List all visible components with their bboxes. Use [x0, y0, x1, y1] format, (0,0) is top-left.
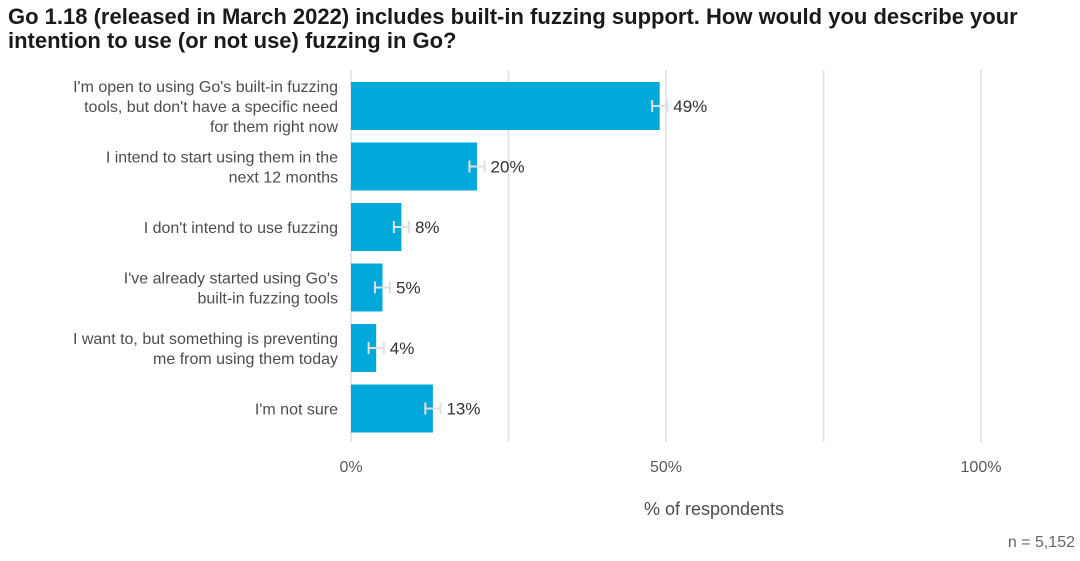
- bar: [351, 82, 660, 130]
- category-label-line: I'm open to using Go's built-in fuzzing: [73, 79, 338, 96]
- category-label-line: I've already started using Go's: [124, 271, 338, 288]
- value-label: 49%: [673, 97, 707, 116]
- gridlines: [350, 70, 982, 442]
- value-label: 8%: [415, 218, 440, 237]
- value-label: 20%: [491, 158, 525, 177]
- bar: [351, 142, 477, 191]
- value-label: 4%: [390, 339, 415, 358]
- category-label-line: tools, but don't have a specific need: [84, 99, 338, 116]
- category-label-line: I want to, but something is preventing: [73, 331, 338, 348]
- labels: 0% 50% 100% 49% I'm open to using Go's built…: [73, 79, 1002, 476]
- bar: [351, 384, 433, 433]
- category-label-line: me from using them today: [153, 351, 338, 368]
- category-label: I don't intend to use fuzzing: [144, 220, 338, 237]
- x-tick-label: 0%: [339, 459, 362, 476]
- x-tick-label: 100%: [961, 459, 1002, 476]
- category-label-line: I intend to start using them in the: [106, 150, 338, 167]
- category-label: I intend to start using them in the next …: [106, 150, 338, 187]
- category-label-line: next 12 months: [229, 170, 338, 187]
- category-label-line: I don't intend to use fuzzing: [144, 220, 338, 237]
- category-label-line: I'm not sure: [255, 402, 338, 419]
- value-label: 5%: [396, 279, 421, 298]
- category-label: I've already started using Go's built-in …: [124, 271, 338, 308]
- category-label: I'm not sure: [255, 402, 338, 419]
- x-tick-label: 50%: [650, 459, 682, 476]
- value-label: 13%: [446, 400, 480, 419]
- category-label-line: for them right now: [210, 119, 339, 136]
- bars: [351, 82, 669, 433]
- chart-title: Go 1.18 (released in March 2022) include…: [8, 4, 1018, 53]
- x-axis-title: % of respondents: [644, 499, 784, 519]
- category-label: I'm open to using Go's built-in fuzzing t…: [73, 79, 338, 136]
- category-label: I want to, but something is preventing me…: [73, 331, 338, 368]
- sample-size-note: n = 5,152: [1008, 534, 1075, 551]
- category-label-line: built-in fuzzing tools: [197, 291, 338, 308]
